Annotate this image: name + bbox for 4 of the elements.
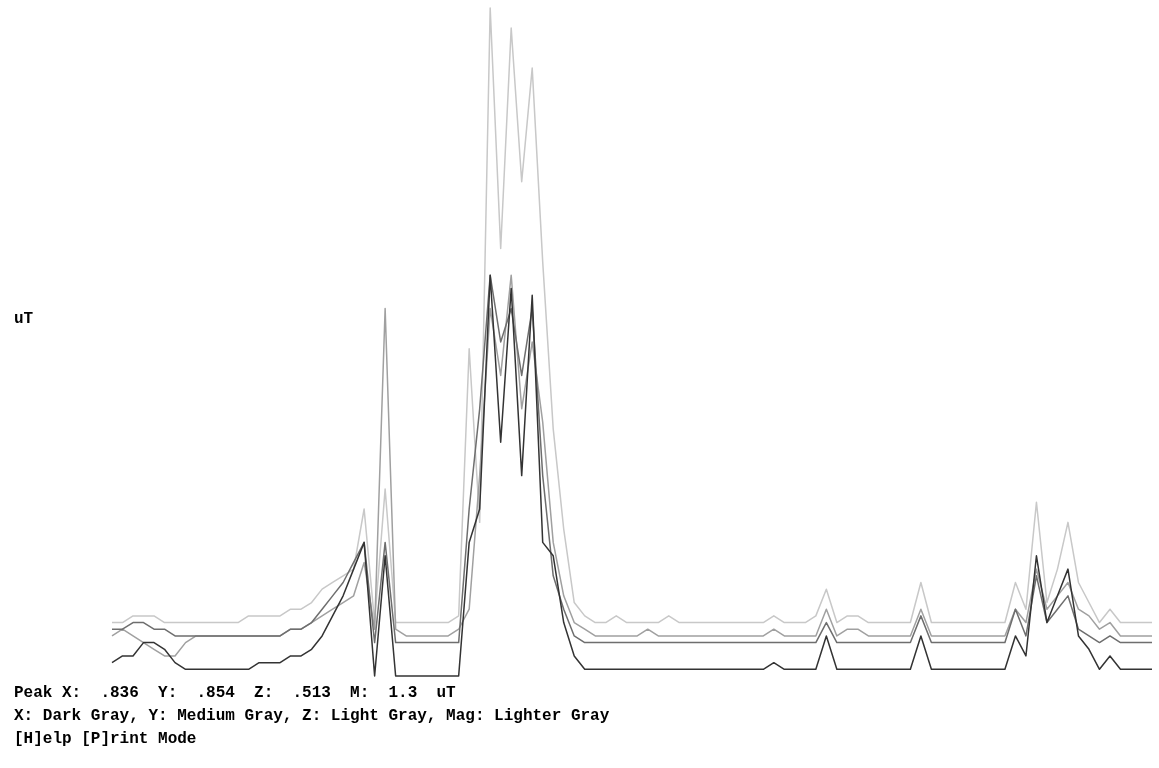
- text: Peak X: .836 Y: .854 Z: .513 M: 1.3 uT: [14, 684, 457, 702]
- y-axis-title: uT: [14, 310, 34, 328]
- text: X: Dark Gray, Y: Medium Gray, Z: Light Gray, Mag: Lighter Gray: [14, 707, 610, 725]
- text: [H]elp [P]rint Mode: [14, 730, 197, 748]
